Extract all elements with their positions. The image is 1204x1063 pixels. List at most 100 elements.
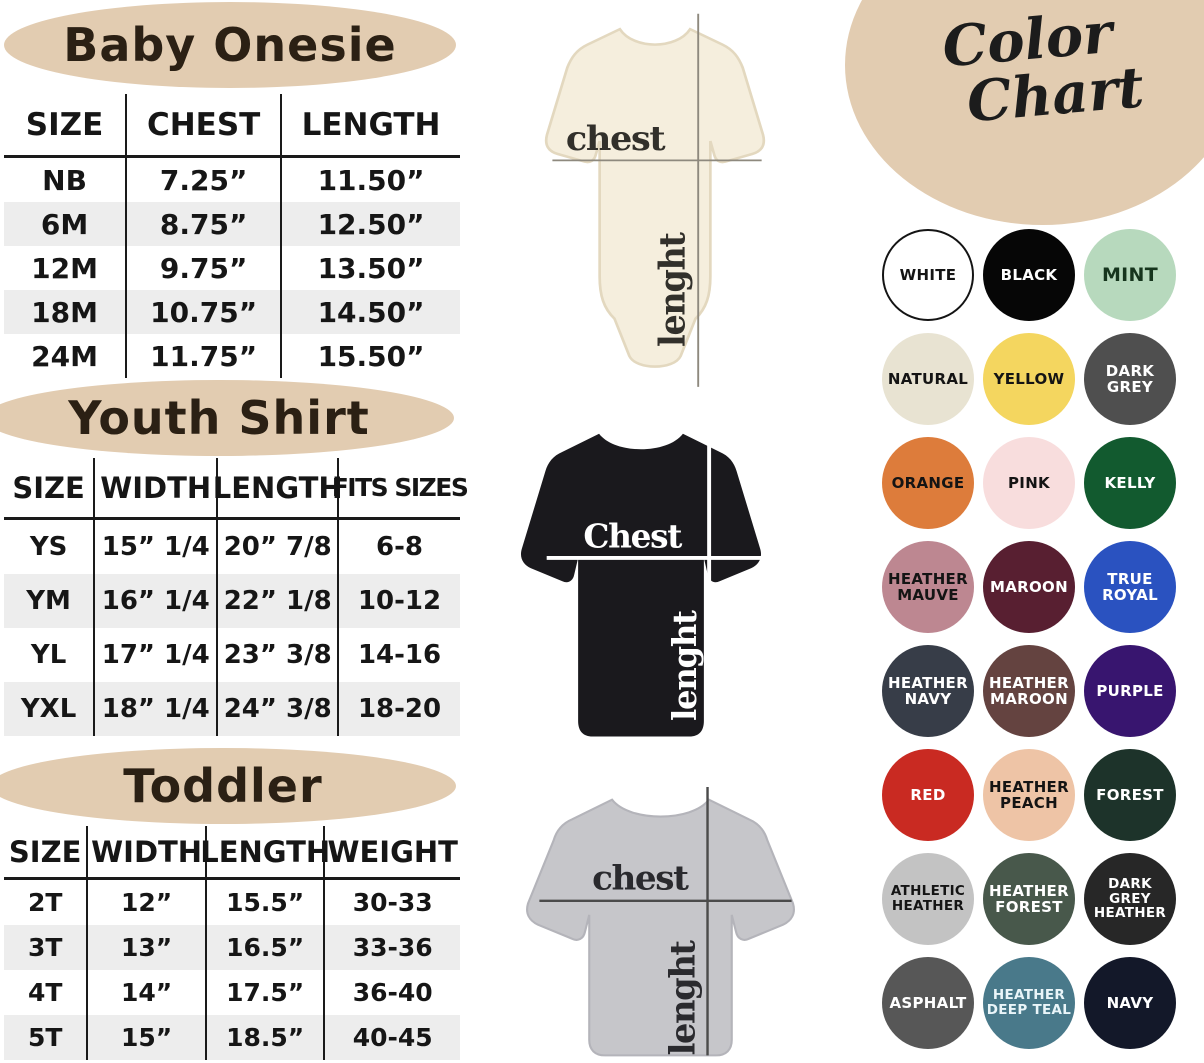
color-chart-title: Color Chart bbox=[876, 0, 1185, 139]
section-title-toddler: Toddler bbox=[123, 759, 323, 813]
swatch-label: HEATHER PEACH bbox=[989, 777, 1069, 812]
table-row: 24M 11.75” 15.50” bbox=[4, 334, 460, 378]
tshirt-shape bbox=[526, 798, 795, 1057]
table-cell: 15” bbox=[88, 1015, 207, 1060]
swatch-label: HEATHER NAVY bbox=[888, 673, 968, 708]
table-cell: 14-16 bbox=[357, 640, 442, 670]
table-cell: 12M bbox=[4, 246, 128, 290]
table-row: 6M 8.75” 12.50” bbox=[4, 202, 460, 246]
header-cell: CHEST bbox=[127, 94, 283, 158]
table-cell: 18-20 bbox=[357, 694, 442, 724]
table-cell: 24M bbox=[4, 334, 128, 378]
table-cell: 5T bbox=[4, 1015, 89, 1060]
swatch-label: ORANGE bbox=[891, 473, 965, 492]
table-row: 18M 10.75” 14.50” bbox=[4, 290, 460, 334]
table-cell: 11.75” bbox=[127, 334, 283, 378]
baby-onesie-size-table: SIZE CHEST LENGTH NB 7.25” 11.50” 6M 8.7… bbox=[4, 94, 460, 378]
table-row: YS 15” 1/4 20” 7/8 6-8 bbox=[4, 520, 460, 574]
swatch-label: BLACK bbox=[1000, 265, 1058, 284]
swatch-orange: ORANGE bbox=[882, 437, 974, 529]
youth-shirt-size-table: SIZE WIDTH LENGTH FITS SIZES YS 15” 1/4 … bbox=[4, 458, 469, 736]
swatch-label: PINK bbox=[1008, 473, 1050, 492]
table-cell: YL bbox=[4, 628, 96, 682]
swatch-label: YELLOW bbox=[993, 369, 1065, 388]
swatch-heather-forest: HEATHER FOREST bbox=[983, 853, 1075, 945]
chest-label: Chest bbox=[583, 517, 682, 556]
swatch-forest: FOREST bbox=[1084, 749, 1176, 841]
swatch-label: NAVY bbox=[1106, 993, 1154, 1012]
swatch-heather-maroon: HEATHER MAROON bbox=[983, 645, 1075, 737]
header-cell: SIZE bbox=[4, 94, 128, 158]
swatch-label: TRUE ROYAL bbox=[1102, 569, 1158, 604]
chest-label: chest bbox=[592, 859, 689, 899]
swatch-label: ASPHALT bbox=[889, 993, 967, 1012]
table-cell: 10.75” bbox=[127, 290, 283, 334]
table-row: YL 17” 1/4 23” 3/8 14-16 bbox=[4, 628, 460, 682]
swatch-label: HEATHER MAROON bbox=[989, 673, 1069, 708]
table-cell: 12.50” bbox=[317, 207, 425, 241]
swatch-kelly: KELLY bbox=[1084, 437, 1176, 529]
table-cell: 17” 1/4 bbox=[95, 628, 219, 682]
table-row: 5T 15” 18.5” 40-45 bbox=[4, 1015, 460, 1060]
swatch-label: HEATHER FOREST bbox=[989, 881, 1069, 916]
table-cell: 18M bbox=[4, 290, 128, 334]
section-title-band-toddler: Toddler bbox=[0, 748, 456, 824]
table-cell: 6M bbox=[4, 202, 128, 246]
swatch-label: HEATHER DEEP TEAL bbox=[986, 987, 1072, 1018]
table-cell: 23” 3/8 bbox=[218, 628, 340, 682]
swatch-heather-navy: HEATHER NAVY bbox=[882, 645, 974, 737]
table-cell: YM bbox=[4, 574, 96, 628]
table-cell: 9.75” bbox=[127, 246, 283, 290]
length-label: lenght bbox=[653, 232, 694, 347]
table-row: 2T 12” 15.5” 30-33 bbox=[4, 880, 460, 925]
table-cell: 22” 1/8 bbox=[218, 574, 340, 628]
swatch-dark-grey: DARK GREY bbox=[1084, 333, 1176, 425]
table-row: YM 16” 1/4 22” 1/8 10-12 bbox=[4, 574, 460, 628]
header-cell: LENGTH bbox=[200, 826, 330, 880]
swatch-label: ATHLETIC HEATHER bbox=[890, 883, 966, 914]
toddler-shirt-illustration: chest lenght bbox=[526, 787, 795, 1057]
table-cell: 14.50” bbox=[317, 295, 425, 329]
table-cell: 20” 7/8 bbox=[218, 520, 340, 574]
swatch-mint: MINT bbox=[1084, 229, 1176, 321]
swatch-pink: PINK bbox=[983, 437, 1075, 529]
swatch-label: WHITE bbox=[899, 265, 957, 284]
table-cell: 24” 3/8 bbox=[218, 682, 340, 736]
swatch-white: WHITE bbox=[882, 229, 974, 321]
swatch-heather-deep-teal: HEATHER DEEP TEAL bbox=[983, 957, 1075, 1049]
section-title-baby-onesie: Baby Onesie bbox=[63, 18, 397, 72]
swatch-asphalt: ASPHALT bbox=[882, 957, 974, 1049]
table-cell: 15” 1/4 bbox=[95, 520, 219, 574]
baby-onesie-figure: chest lenght bbox=[520, 6, 790, 392]
section-title-youth-shirt: Youth Shirt bbox=[68, 391, 370, 445]
table-cell: 33-36 bbox=[352, 933, 433, 962]
table-cell: 7.25” bbox=[127, 158, 283, 202]
table-cell: 8.75” bbox=[127, 202, 283, 246]
chest-label: chest bbox=[566, 120, 666, 159]
swatch-navy: NAVY bbox=[1084, 957, 1176, 1049]
table-row: YXL 18” 1/4 24” 3/8 18-20 bbox=[4, 682, 460, 736]
table-row: 3T 13” 16.5” 33-36 bbox=[4, 925, 460, 970]
table-cell: 15.50” bbox=[317, 339, 425, 373]
table-cell: 6-8 bbox=[376, 532, 424, 562]
header-cell: WIDTH bbox=[95, 458, 219, 520]
table-cell: 17.5” bbox=[207, 970, 326, 1015]
table-cell: 16” 1/4 bbox=[95, 574, 219, 628]
table-cell: 36-40 bbox=[352, 978, 433, 1007]
table-row: 12M 9.75” 13.50” bbox=[4, 246, 460, 290]
swatch-natural: NATURAL bbox=[882, 333, 974, 425]
baby-onesie-illustration: chest lenght bbox=[544, 13, 766, 387]
table-cell: 18” 1/4 bbox=[95, 682, 219, 736]
header-cell: SIZE bbox=[4, 826, 89, 880]
table-cell: 2T bbox=[4, 880, 89, 925]
swatch-label: DARK GREY bbox=[1105, 361, 1155, 396]
swatch-label: PURPLE bbox=[1096, 681, 1164, 700]
length-label: lenght bbox=[663, 940, 703, 1056]
table-cell: 30-33 bbox=[352, 888, 433, 917]
swatch-heather-mauve: HEATHER MAUVE bbox=[882, 541, 974, 633]
swatch-label: MINT bbox=[1101, 263, 1159, 286]
toddler-shirt-figure: chest lenght bbox=[518, 780, 803, 1061]
table-cell: 4T bbox=[4, 970, 89, 1015]
swatch-maroon: MAROON bbox=[983, 541, 1075, 633]
